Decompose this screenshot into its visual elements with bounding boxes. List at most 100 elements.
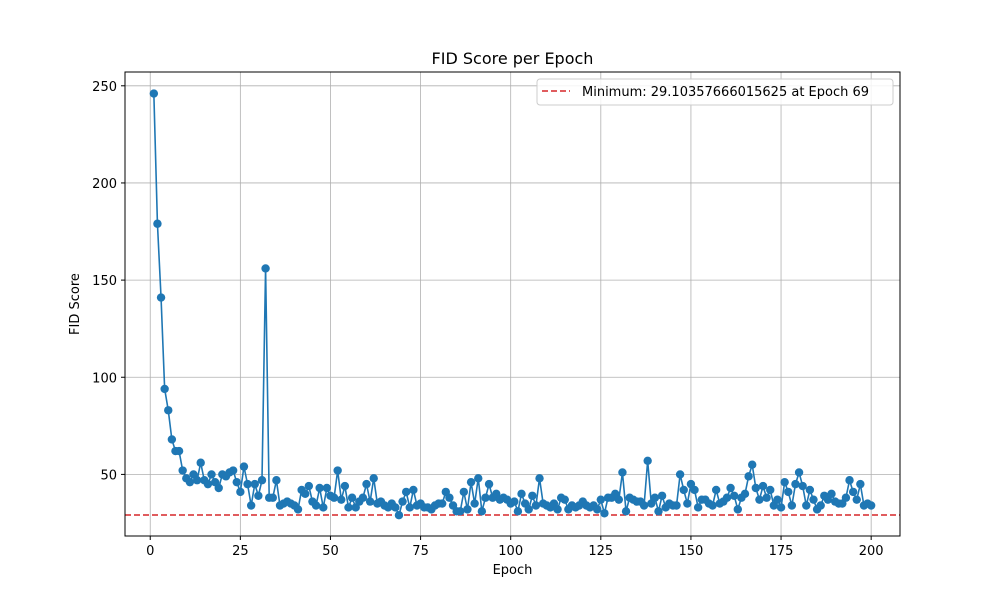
data-point bbox=[600, 509, 609, 518]
data-point bbox=[693, 503, 703, 512]
data-point bbox=[531, 501, 541, 510]
data-point bbox=[160, 384, 169, 394]
data-point bbox=[344, 503, 353, 512]
data-point bbox=[246, 501, 256, 510]
data-point bbox=[845, 476, 854, 485]
data-point bbox=[466, 477, 476, 487]
data-point bbox=[228, 466, 238, 475]
data-point bbox=[405, 503, 414, 512]
y-tick-label: 250 bbox=[92, 80, 117, 95]
data-point bbox=[708, 501, 717, 510]
data-point bbox=[149, 89, 159, 98]
plot-frame bbox=[124, 71, 901, 537]
data-point bbox=[776, 503, 786, 512]
series-layer bbox=[149, 89, 876, 520]
data-point bbox=[178, 466, 187, 475]
data-point bbox=[365, 497, 375, 506]
chart-title: FID Score per Epoch bbox=[432, 49, 594, 68]
data-point bbox=[784, 487, 793, 497]
data-point bbox=[153, 219, 162, 228]
x-tick-label: 150 bbox=[679, 544, 704, 559]
data-point bbox=[214, 483, 223, 493]
data-point bbox=[196, 458, 205, 467]
data-point bbox=[337, 495, 346, 504]
data-point bbox=[459, 487, 469, 497]
data-point bbox=[268, 493, 277, 502]
data-point bbox=[322, 483, 332, 493]
data-point bbox=[409, 485, 418, 495]
data-point bbox=[156, 293, 166, 302]
x-tick-label: 200 bbox=[859, 544, 884, 559]
data-point bbox=[510, 497, 519, 506]
data-point bbox=[481, 493, 490, 502]
data-point bbox=[329, 493, 339, 502]
y-tick-label: 200 bbox=[92, 177, 117, 192]
data-point bbox=[301, 489, 310, 499]
data-point bbox=[553, 505, 562, 514]
data-point bbox=[683, 499, 692, 508]
legend-box bbox=[536, 78, 894, 106]
y-tick-label: 50 bbox=[100, 468, 117, 483]
data-point bbox=[650, 493, 660, 502]
data-point bbox=[773, 495, 782, 504]
data-point bbox=[333, 466, 342, 475]
data-point bbox=[791, 479, 800, 489]
data-point bbox=[192, 476, 202, 485]
data-point bbox=[744, 472, 753, 481]
x-tick-label: 175 bbox=[769, 544, 794, 559]
data-point bbox=[398, 497, 407, 506]
data-point bbox=[470, 499, 479, 508]
data-point bbox=[802, 501, 811, 510]
data-point bbox=[618, 468, 627, 477]
data-point bbox=[394, 511, 404, 520]
data-point bbox=[254, 491, 263, 500]
data-point bbox=[185, 477, 195, 487]
data-point bbox=[347, 493, 357, 502]
data-point bbox=[257, 476, 267, 485]
data-point bbox=[866, 501, 876, 510]
y-tick-label: 100 bbox=[92, 371, 117, 386]
data-point bbox=[856, 479, 865, 489]
data-point bbox=[780, 477, 789, 487]
data-point bbox=[762, 493, 771, 502]
data-point bbox=[340, 481, 350, 491]
data-point bbox=[369, 474, 378, 483]
data-point bbox=[841, 493, 851, 502]
data-point bbox=[164, 406, 173, 415]
data-point bbox=[174, 446, 184, 456]
data-point bbox=[524, 505, 533, 514]
data-point bbox=[203, 479, 213, 489]
data-point bbox=[722, 493, 732, 502]
data-point bbox=[751, 483, 761, 493]
data-point bbox=[639, 501, 649, 510]
data-point bbox=[852, 495, 861, 504]
data-point bbox=[207, 470, 216, 479]
data-point bbox=[827, 489, 836, 499]
x-tick-label: 25 bbox=[232, 544, 249, 559]
data-point bbox=[654, 507, 663, 516]
data-point bbox=[679, 485, 688, 495]
data-point bbox=[798, 481, 807, 491]
data-point bbox=[758, 481, 768, 491]
data-point bbox=[848, 487, 858, 497]
data-point bbox=[672, 501, 681, 510]
data-point bbox=[816, 501, 825, 510]
data-point bbox=[535, 474, 544, 483]
data-point bbox=[456, 507, 465, 516]
data-point bbox=[474, 474, 483, 483]
data-point bbox=[236, 487, 245, 497]
data-point bbox=[690, 485, 699, 495]
data-point bbox=[766, 485, 775, 495]
data-point bbox=[319, 503, 328, 512]
x-axis-label: Epoch bbox=[493, 563, 533, 578]
grid-layer bbox=[125, 72, 900, 536]
data-point bbox=[358, 493, 368, 502]
data-point bbox=[250, 479, 259, 489]
data-point bbox=[748, 460, 757, 469]
x-tick-label: 50 bbox=[322, 544, 339, 559]
legend-reference-label: Minimum: 29.10357666015625 at Epoch 69 bbox=[582, 85, 869, 100]
data-point bbox=[560, 495, 569, 504]
data-point bbox=[517, 489, 526, 499]
data-point bbox=[484, 479, 494, 489]
